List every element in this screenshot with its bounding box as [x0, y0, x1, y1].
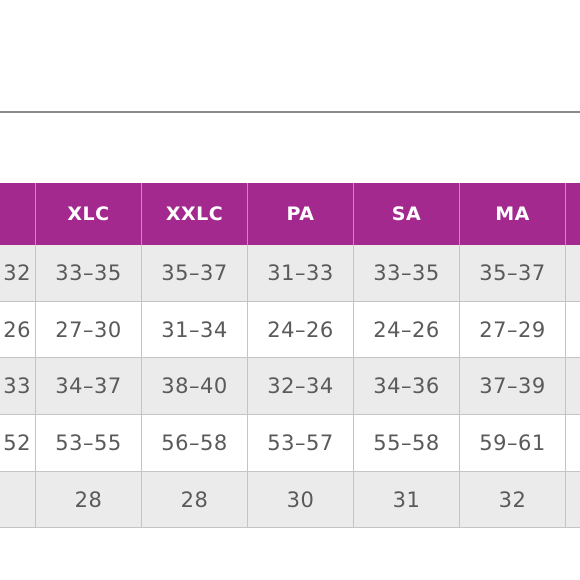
header-cell: PA	[248, 183, 354, 245]
table-cell: 52	[0, 415, 36, 472]
table-cell: 31	[354, 472, 460, 528]
table-cell: 26	[0, 302, 36, 358]
table-cell: 27–29	[460, 302, 566, 358]
table-cell: 59–61	[460, 415, 566, 472]
table-cell: 53–55	[36, 415, 142, 472]
table-cell: 27–30	[36, 302, 142, 358]
table-cell: 32	[0, 245, 36, 302]
table-cell: 35–37	[142, 245, 248, 302]
table-cell	[566, 415, 580, 472]
table-cell: 33–35	[36, 245, 142, 302]
table-cell: 34–37	[36, 358, 142, 415]
table-cell	[566, 358, 580, 415]
table-cell: 33	[0, 358, 36, 415]
table-cell	[566, 245, 580, 302]
table-cell: 38–40	[142, 358, 248, 415]
table-cell	[566, 472, 580, 528]
table-cell: 32	[460, 472, 566, 528]
table-cell	[0, 472, 36, 528]
table-cell: 31–33	[248, 245, 354, 302]
header-cell: MA	[460, 183, 566, 245]
table-cell: 35–37	[460, 245, 566, 302]
header-cell	[566, 183, 580, 245]
header-cell: SA	[354, 183, 460, 245]
table-cell: 28	[142, 472, 248, 528]
table-cell: 24–26	[248, 302, 354, 358]
header-cell: XLC	[36, 183, 142, 245]
table-cell: 37–39	[460, 358, 566, 415]
table-cell: 33–35	[354, 245, 460, 302]
table-cell	[566, 302, 580, 358]
divider	[0, 111, 580, 113]
table-cell: 55–58	[354, 415, 460, 472]
table-cell: 28	[36, 472, 142, 528]
table-cell: 56–58	[142, 415, 248, 472]
header-cell	[0, 183, 36, 245]
table-cell: 31–34	[142, 302, 248, 358]
table-cell: 53–57	[248, 415, 354, 472]
table-cell: 30	[248, 472, 354, 528]
header-cell: XXLC	[142, 183, 248, 245]
table-cell: 24–26	[354, 302, 460, 358]
table-cell: 32–34	[248, 358, 354, 415]
table-cell: 34–36	[354, 358, 460, 415]
